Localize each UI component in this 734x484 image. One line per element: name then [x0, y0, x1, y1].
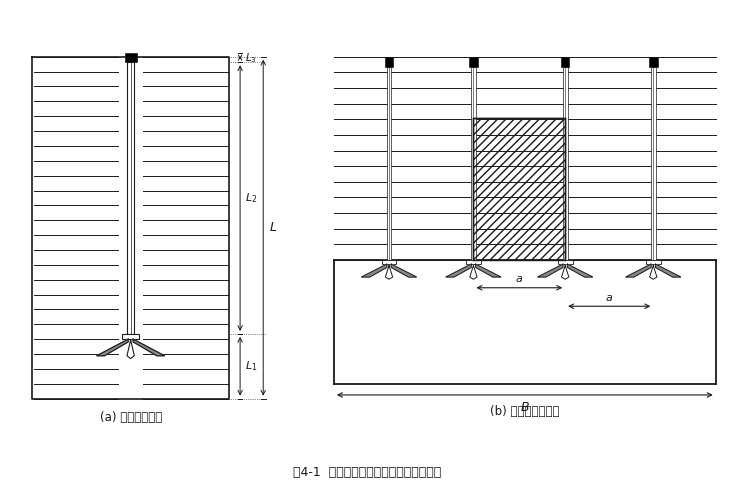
- Polygon shape: [361, 264, 387, 277]
- Bar: [387, 67, 391, 260]
- Polygon shape: [133, 339, 164, 356]
- Bar: [651, 67, 655, 260]
- Text: a: a: [516, 274, 523, 284]
- Polygon shape: [476, 264, 501, 277]
- Polygon shape: [446, 264, 471, 277]
- Bar: [469, 57, 478, 67]
- Bar: [466, 260, 481, 264]
- Text: (b) 支护参数计算图: (b) 支护参数计算图: [490, 405, 559, 418]
- Polygon shape: [391, 264, 416, 277]
- Bar: [385, 57, 393, 67]
- Text: $L_3$: $L_3$: [244, 51, 257, 64]
- Text: (a) 锚杆长度组成: (a) 锚杆长度组成: [100, 410, 161, 424]
- Polygon shape: [655, 264, 681, 277]
- Bar: [125, 53, 137, 62]
- Bar: [649, 57, 658, 67]
- Text: 图4-1  悬吊理论锚杆支护参数计算示意图: 图4-1 悬吊理论锚杆支护参数计算示意图: [293, 466, 441, 479]
- Bar: [122, 334, 139, 339]
- Bar: [563, 67, 567, 260]
- Bar: [127, 62, 134, 334]
- Text: a: a: [606, 292, 613, 302]
- Text: $L_2$: $L_2$: [244, 191, 257, 205]
- Polygon shape: [625, 264, 651, 277]
- Polygon shape: [97, 339, 128, 356]
- Bar: [473, 118, 565, 260]
- Text: $L_1$: $L_1$: [244, 360, 257, 373]
- Bar: [558, 260, 573, 264]
- Bar: [646, 260, 661, 264]
- Text: $L$: $L$: [269, 221, 277, 234]
- Polygon shape: [537, 264, 563, 277]
- Bar: [382, 260, 396, 264]
- Bar: [471, 67, 476, 260]
- Bar: [561, 57, 570, 67]
- Text: B: B: [520, 401, 529, 414]
- Polygon shape: [567, 264, 592, 277]
